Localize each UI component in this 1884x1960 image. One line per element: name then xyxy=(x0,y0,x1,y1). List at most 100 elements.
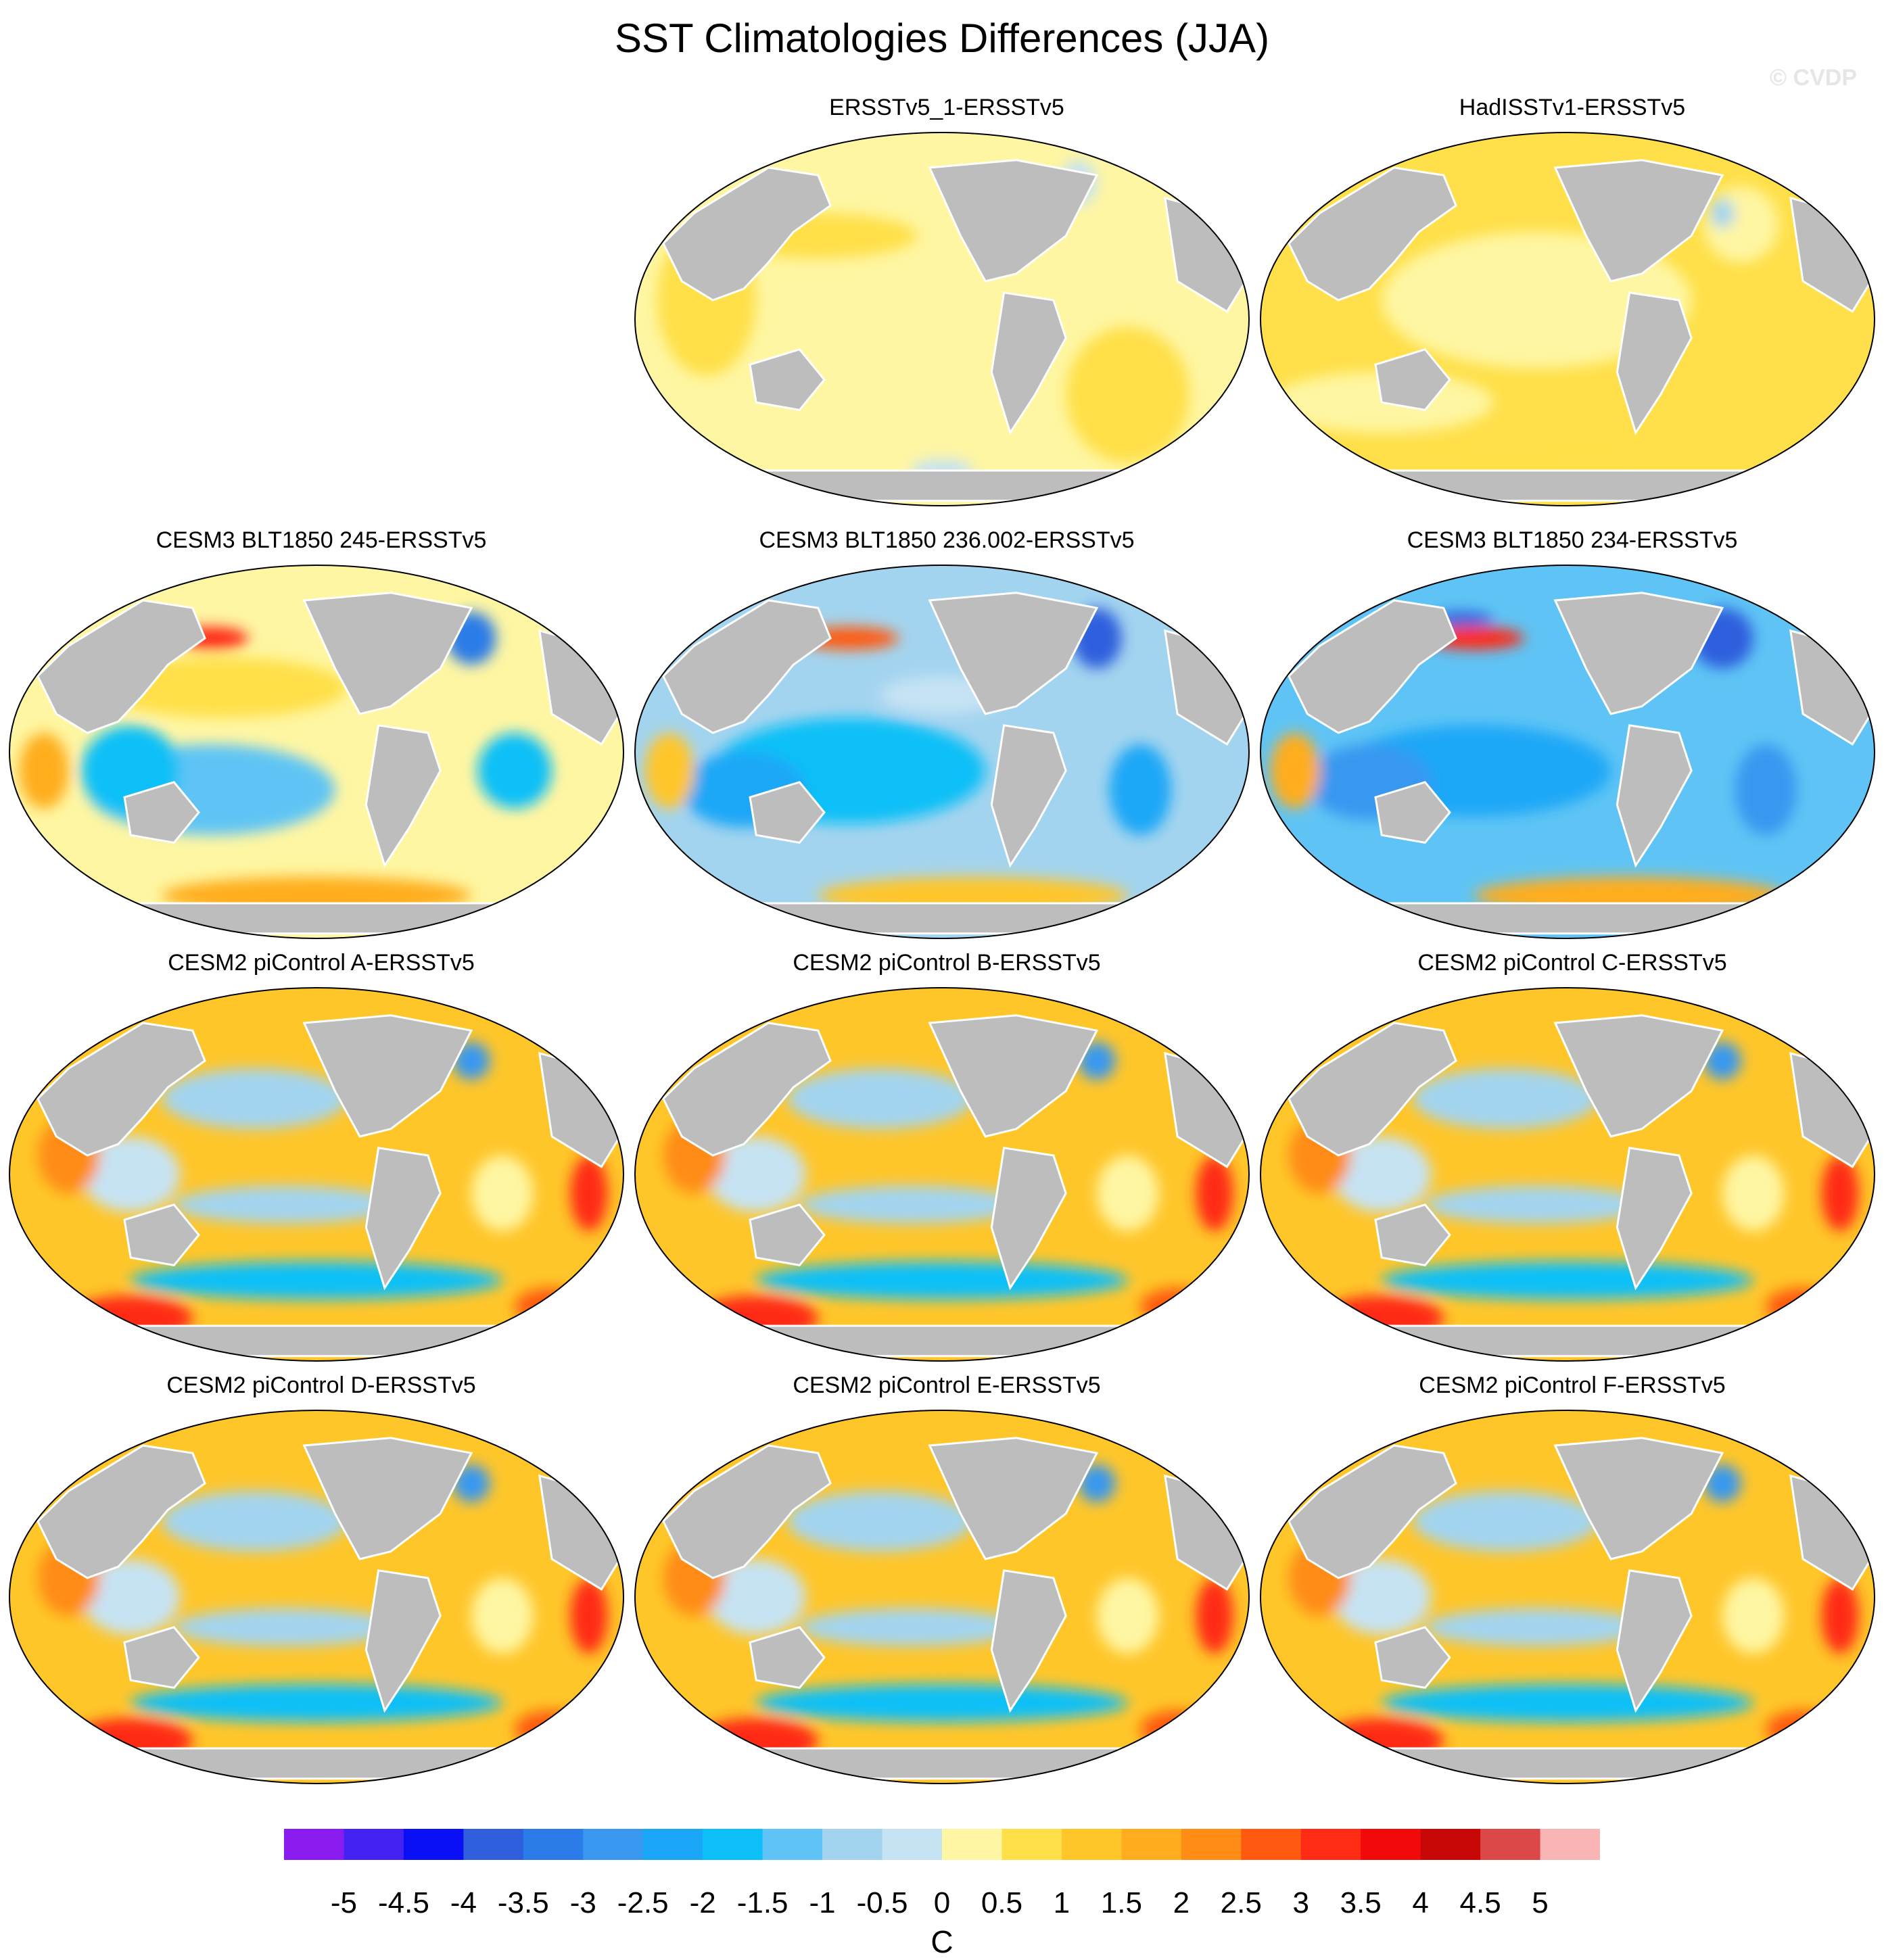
anomaly-region xyxy=(1722,1155,1785,1231)
panel-title: CESM3 BLT1850 236.002-ERSSTv5 xyxy=(759,527,1135,553)
colorbar-tick-label: -0.5 xyxy=(856,1886,908,1919)
land-mass xyxy=(1553,1437,1724,1560)
map-border xyxy=(9,1410,624,1784)
land-mass xyxy=(661,599,832,734)
anomaly-region xyxy=(1109,744,1171,836)
anomaly-region xyxy=(799,1608,1023,1646)
colorbar-unit-label: C xyxy=(931,1924,953,1959)
panel-title: CESM2 piControl F-ERSSTv5 xyxy=(1419,1372,1726,1398)
anomaly-region xyxy=(644,733,694,809)
anomaly-region xyxy=(162,1491,348,1552)
anomaly-region xyxy=(570,1155,608,1231)
anomaly-region xyxy=(471,1578,534,1654)
anomaly-region xyxy=(1821,1155,1859,1231)
colorbar-tick-label: -2 xyxy=(689,1886,716,1919)
anomaly-region xyxy=(1270,733,1320,809)
map-border xyxy=(9,987,624,1362)
anomaly-region xyxy=(756,1261,1128,1299)
colorbar-tick-label: 4 xyxy=(1412,1886,1429,1919)
colorbar-tick-label: -4.5 xyxy=(377,1886,429,1919)
colorbar-tick-label: 1.5 xyxy=(1100,1886,1142,1919)
anomaly-region xyxy=(1821,1578,1859,1654)
land-mass xyxy=(364,1569,442,1713)
land-mass xyxy=(1374,1203,1451,1267)
anomaly-region xyxy=(1425,1185,1649,1224)
colorbar-swatch xyxy=(1002,1829,1062,1860)
panel-title: HadISSTv1-ERSSTv5 xyxy=(1459,95,1686,120)
land-mass xyxy=(1553,592,1724,715)
sst-difference-map xyxy=(634,987,1250,1362)
anomaly-region xyxy=(1078,1042,1116,1080)
anomaly-region xyxy=(131,1261,502,1299)
sst-difference-map xyxy=(1260,987,1875,1362)
land-mass xyxy=(1616,291,1693,435)
colorbar-tick-label: -1 xyxy=(809,1886,836,1919)
land-mass xyxy=(1374,348,1451,412)
colorbar-swatch xyxy=(1420,1829,1481,1860)
map-panel: CESM2 piControl E-ERSSTv5 xyxy=(632,1372,1261,1805)
land-mass xyxy=(302,1014,473,1138)
land-mass xyxy=(661,166,832,302)
anomaly-region xyxy=(452,1464,490,1502)
anomaly-region xyxy=(1703,1042,1741,1080)
colorbar-tick-label: 3 xyxy=(1292,1886,1309,1919)
land-mass xyxy=(990,291,1067,435)
land-mass xyxy=(928,592,1099,715)
map-border xyxy=(9,565,624,939)
anomaly-region xyxy=(162,1068,348,1129)
anomaly-region xyxy=(1066,327,1190,463)
land-mass xyxy=(661,469,1223,502)
sst-difference-map xyxy=(9,1410,624,1784)
anomaly-region xyxy=(1382,436,1630,467)
land-mass xyxy=(1286,1747,1849,1780)
map-border xyxy=(1260,132,1875,506)
anomaly-region xyxy=(756,1683,1128,1722)
colorbar-tick-label: -2.5 xyxy=(617,1886,669,1919)
colorbar-swatch xyxy=(523,1829,584,1860)
colorbar-swatch xyxy=(642,1829,703,1860)
anomaly-region xyxy=(799,1185,1023,1224)
anomaly-region xyxy=(174,1185,398,1224)
map-panel: CESM3 BLT1850 234-ERSSTv5 xyxy=(1258,527,1884,960)
anomaly-region xyxy=(1382,1683,1753,1722)
map-panel: HadISSTv1-ERSSTv5 xyxy=(1258,95,1884,527)
land-mass xyxy=(749,1203,826,1267)
land-mass xyxy=(749,1626,826,1690)
map-border xyxy=(1260,987,1875,1362)
land-mass xyxy=(1616,724,1693,868)
colorbar-tick-label: -1.5 xyxy=(736,1886,788,1919)
anomaly-region xyxy=(787,1068,973,1129)
land-mass xyxy=(661,1324,1223,1358)
map-border xyxy=(634,565,1250,939)
anomaly-region xyxy=(706,1559,806,1635)
land-mass xyxy=(1287,166,1457,302)
map-panel: CESM3 BLT1850 236.002-ERSSTv5 xyxy=(632,527,1261,960)
anomaly-region xyxy=(1425,1608,1649,1646)
panel-title: CESM2 piControl C-ERSSTv5 xyxy=(1417,950,1727,976)
colorbar-swatch xyxy=(403,1829,464,1860)
anomaly-region xyxy=(1332,1559,1432,1635)
figure-title: SST Climatologies Differences (JJA) xyxy=(614,16,1270,61)
colorbar-tick-label: 1 xyxy=(1053,1886,1070,1919)
land-mass xyxy=(749,348,826,412)
colorbar-tick-label: 3.5 xyxy=(1340,1886,1382,1919)
colorbar-swatch xyxy=(762,1829,823,1860)
anomaly-region xyxy=(1413,1068,1599,1129)
land-mass xyxy=(1374,781,1451,844)
panel-title: CESM2 piControl B-ERSSTv5 xyxy=(793,950,1101,976)
land-mass xyxy=(661,1747,1223,1780)
colorbar-swatch xyxy=(942,1829,1002,1860)
anomaly-region xyxy=(570,1578,608,1654)
colorbar-swatch xyxy=(284,1829,344,1860)
colorbar-swatch xyxy=(344,1829,404,1860)
map-panel: CESM2 piControl A-ERSSTv5 xyxy=(7,950,636,1383)
land-mass xyxy=(35,1747,598,1780)
land-mass xyxy=(1287,599,1457,734)
colorbar-swatch xyxy=(583,1829,644,1860)
colorbar-tick-label: 2.5 xyxy=(1220,1886,1262,1919)
anomaly-region xyxy=(787,1491,973,1552)
anomaly-region xyxy=(131,1683,502,1722)
anomaly-region xyxy=(1078,1464,1116,1502)
panel-title: CESM2 piControl D-ERSSTv5 xyxy=(166,1372,476,1398)
colorbar-tick-labels: -5 -4.5 -4 -3.5 -3 -2.5 -2 -1.5 -1 -0.5 0 0.5 1 1.5 2 2… xyxy=(0,1886,1884,1927)
